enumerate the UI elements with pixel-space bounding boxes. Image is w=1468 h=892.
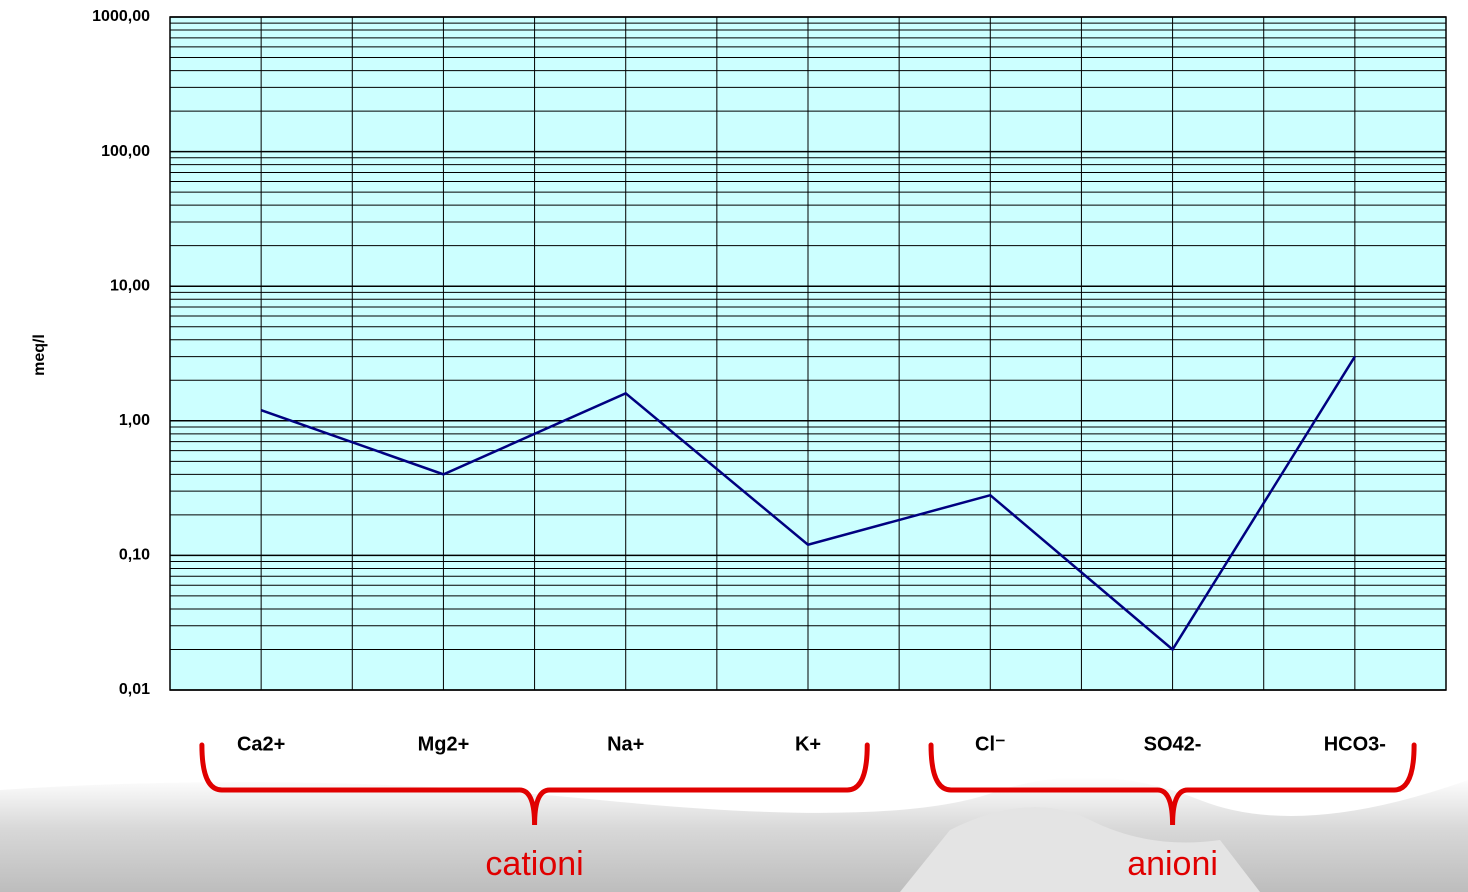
x-tick-label: Na+ (607, 733, 644, 755)
y-tick-label: 1,00 (119, 412, 150, 429)
x-tick-label: K+ (795, 733, 821, 755)
x-tick-label: SO42- (1144, 733, 1202, 755)
x-tick-label: Ca2+ (237, 733, 285, 755)
y-tick-label: 100,00 (101, 143, 150, 160)
chart: meq/l 0,01 0,10 1,00 10,00 100,00 1000,00 Ca2+… (0, 0, 1468, 892)
x-tick-label: Cl⁻ (975, 733, 1006, 755)
x-tick-label: Mg2+ (418, 733, 470, 755)
x-tick-label: HCO3- (1324, 733, 1386, 755)
y-tick-label: 1000,00 (92, 8, 150, 25)
y-tick-label: 10,00 (110, 277, 150, 294)
annotation: anioni (1127, 845, 1218, 883)
y-tick-label: 0,10 (119, 547, 150, 564)
y-axis-label: meq/l (31, 334, 48, 376)
y-tick-label: 0,01 (119, 681, 150, 698)
annotation: cationi (485, 845, 583, 883)
